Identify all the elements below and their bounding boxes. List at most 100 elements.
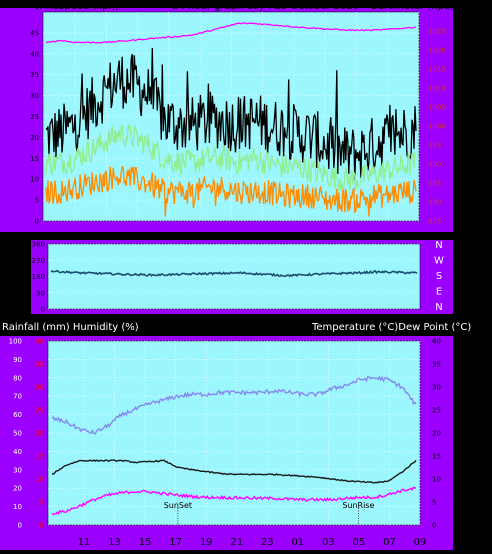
panel3-x-tick: 21 [230, 537, 243, 548]
panel3-x-tick: 23 [261, 537, 274, 548]
panel2-y-tick: 90 [36, 289, 45, 297]
panel1-series-low [45, 165, 417, 217]
panel3-left-tick: 80 [13, 374, 22, 382]
panel1-left-tick: 0 [35, 218, 39, 226]
panel1-x-tick: 13 [100, 232, 113, 243]
panel3-rain-tick: 0 [40, 522, 44, 530]
panel2-series-direction [50, 269, 418, 278]
panel3-x-tick: 01 [291, 537, 304, 548]
panel3-x-tick: 11 [78, 537, 91, 548]
panel1-left-tick: 45 [30, 29, 39, 37]
panel1-x-tick: 17 [162, 232, 175, 243]
panel1-series-barometer [45, 22, 417, 44]
panel3-left-tick: 30 [13, 466, 22, 474]
panel2-y-tick: 0 [41, 306, 45, 314]
panel1-right-tick: 1020 [428, 47, 446, 55]
left-panel-3-frame [0, 336, 31, 550]
direction-label: N [435, 302, 442, 313]
panel3-right-label: Temperature (°C)Dew Point (°C) [311, 322, 471, 333]
panel3-left-tick: 0 [18, 522, 22, 530]
panel3-right-tick: 20 [432, 430, 441, 438]
panel1-right-tick: 1010 [428, 85, 446, 93]
panel1-left-tick: 35 [30, 71, 39, 79]
panel3-right-tick: 0 [432, 522, 436, 530]
panel3-right-tick: 25 [432, 407, 441, 415]
panel3-rain-tick: 5 [40, 499, 44, 507]
panel3-left-tick: 70 [13, 393, 22, 401]
panel1-right-tick: 980 [428, 199, 441, 207]
panel1-right-tick: 975 [428, 218, 441, 226]
panel1-series-gust [45, 47, 417, 180]
panel1-x-tick: 23 [256, 232, 269, 243]
panel1-right-tick: 995 [428, 142, 441, 150]
panel3-left-tick: 50 [13, 430, 22, 438]
panel1-right-tick: 1015 [428, 66, 446, 74]
panel1-x-tick: 11 [69, 232, 82, 243]
panel1-x-tick: 19 [194, 232, 207, 243]
panel1-x-tick: 21 [225, 232, 238, 243]
panel1-left-tick: 30 [30, 92, 39, 100]
panel1-x-tick: 05 [350, 232, 363, 243]
panel3-left-tick: 20 [13, 485, 22, 493]
panel3-right-tick: 40 [432, 338, 441, 346]
event-label: SunSet [164, 501, 192, 510]
panel1-title: 24 hour graph day : 25 October 2020 [172, 1, 359, 12]
panel1-right-tick: 1005 [428, 104, 446, 112]
direction-label: N [435, 240, 442, 251]
panel3-x-tick: 17 [169, 537, 182, 548]
panel3-x-tick: 19 [200, 537, 213, 548]
panel1-series-average [45, 123, 417, 193]
panel3-rain-tick: 15 [35, 453, 44, 461]
panel3-left-tick: 10 [13, 503, 22, 511]
panel1-left-tick: 25 [30, 113, 39, 121]
direction-label: E [436, 287, 442, 298]
panel1-right-tick: 1025 [428, 28, 446, 36]
panel1-left-label: Windspeed (kph) [34, 1, 119, 12]
left-panel-1-frame [0, 8, 31, 232]
panel3-x-tick: 15 [139, 537, 152, 548]
panel1-left-tick: 20 [30, 134, 39, 142]
panel3-left-label: Rainfall (mm) Humidity (%) [2, 322, 139, 333]
panel3-x-tick: 07 [383, 537, 396, 548]
panel1-right-tick: 990 [428, 161, 441, 169]
panel3-left-tick: 40 [13, 448, 22, 456]
panel3-left-tick: 90 [13, 356, 22, 364]
panel3-right-tick: 5 [432, 499, 436, 507]
panel3-right-tick: 15 [432, 453, 441, 461]
panel1-left-tick: 40 [30, 50, 39, 58]
panel3-x-tick: 03 [322, 537, 335, 548]
panel1-left-tick: 5 [35, 197, 39, 205]
panel1-x-tick: 07 [381, 232, 394, 243]
panel3-rain-tick: 35 [35, 361, 44, 369]
direction-label: S [436, 271, 442, 282]
event-label: SunRise [342, 501, 374, 510]
panel3-rain-tick: 25 [35, 407, 44, 415]
panel3-left-tick: 100 [9, 338, 22, 346]
panel1-x-tick: 01 [288, 232, 301, 243]
panel3-x-tick: 13 [108, 537, 121, 548]
panel1-right-tick: 985 [428, 180, 441, 188]
panel1-x-tick: 15 [131, 232, 144, 243]
panel1-right-label: Barometer (hpa) [371, 1, 454, 12]
panel3-rain-tick: 20 [35, 430, 44, 438]
panel2-y-tick: 180 [32, 273, 45, 281]
panel3-x-tick: 09 [414, 537, 427, 548]
panel1-left-tick: 10 [30, 176, 39, 184]
panel3-rain-tick: 30 [35, 384, 44, 392]
direction-label: W [434, 256, 444, 267]
panel2-y-tick: 360 [32, 241, 45, 249]
panel1-x-tick: 09 [413, 232, 426, 243]
panel3-left-tick: 60 [13, 411, 22, 419]
panel3-right-tick: 30 [432, 384, 441, 392]
panel3-series-humidity [51, 375, 417, 435]
panel3-x-tick: 05 [353, 537, 366, 548]
panel3-rain-tick: 40 [35, 338, 44, 346]
panel1-left-tick: 15 [30, 155, 39, 163]
panel3-right-tick: 10 [432, 476, 441, 484]
panel1-right-tick: 1000 [428, 123, 446, 131]
panel1-x-tick: 03 [319, 232, 332, 243]
panel3-series-dewpoint [51, 486, 417, 516]
panel3-rain-tick: 10 [35, 476, 44, 484]
panel3-right-tick: 35 [432, 361, 441, 369]
